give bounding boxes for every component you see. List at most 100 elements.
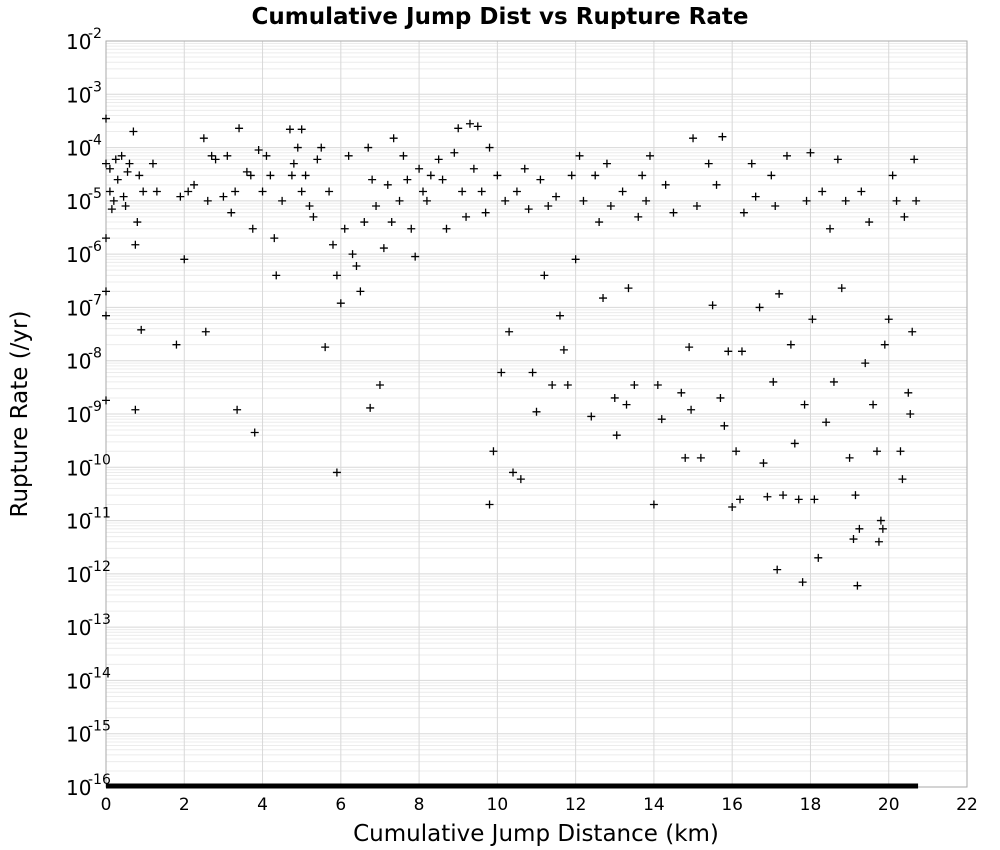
data-point (874, 537, 883, 546)
data-point (133, 218, 142, 227)
data-point (328, 240, 337, 249)
data-point (340, 224, 349, 233)
data-point (201, 327, 210, 336)
data-point (389, 134, 398, 143)
data-point (364, 143, 373, 152)
data-point (540, 271, 549, 280)
data-point (669, 208, 678, 217)
data-point (254, 146, 263, 155)
data-point (782, 151, 791, 160)
data-point (477, 187, 486, 196)
y-axis-label: Rupture Rate (/yr) (7, 311, 33, 518)
data-point (285, 125, 294, 134)
data-point (575, 151, 584, 160)
data-point (289, 159, 298, 168)
data-point (910, 155, 919, 164)
y-tick-base: 10 (66, 456, 91, 480)
data-point (199, 134, 208, 143)
x-tick-label: 18 (800, 795, 822, 815)
data-point (442, 224, 451, 233)
data-point (419, 187, 428, 196)
data-point (102, 311, 110, 320)
data-point (131, 405, 140, 414)
data-point (438, 175, 447, 184)
y-tick-base: 10 (66, 190, 91, 214)
y-tick-base: 10 (66, 30, 91, 54)
data-point (855, 524, 864, 533)
data-point (876, 516, 885, 525)
data-point (898, 475, 907, 484)
data-point (297, 187, 306, 196)
x-tick-label: 10 (487, 795, 509, 815)
data-point (272, 271, 281, 280)
data-point (176, 192, 185, 201)
data-point (769, 377, 778, 386)
data-point (536, 175, 545, 184)
y-tick-label: 10-2 (66, 26, 102, 54)
data-point (728, 502, 737, 511)
data-point (434, 155, 443, 164)
data-point (348, 250, 357, 259)
data-point (720, 421, 729, 430)
chart-title: Cumulative Jump Dist vs Rupture Rate (252, 4, 749, 30)
data-point (865, 218, 874, 227)
data-point (779, 491, 788, 500)
data-point (771, 202, 780, 211)
data-point (653, 381, 662, 390)
data-point (892, 196, 901, 205)
y-tick-label: 10-6 (66, 239, 102, 267)
x-tick-label: 2 (179, 795, 190, 815)
data-point (211, 155, 220, 164)
data-point (606, 202, 615, 211)
data-point (912, 196, 921, 205)
y-tick-exponent: -12 (88, 559, 111, 575)
data-point (790, 439, 799, 448)
data-point (102, 287, 110, 296)
data-point (135, 171, 144, 180)
data-point (520, 164, 529, 173)
data-point (798, 578, 807, 587)
data-point (107, 205, 116, 214)
data-point (344, 151, 353, 160)
y-tick-exponent: -8 (88, 346, 102, 362)
data-point (102, 159, 110, 168)
data-point (190, 180, 199, 189)
data-point (800, 400, 809, 409)
x-tick-label: 14 (643, 795, 665, 815)
data-point (826, 224, 835, 233)
data-point (638, 171, 647, 180)
y-axis-ticks: 10-210-310-410-510-610-710-810-910-1010-… (66, 26, 111, 800)
data-point (287, 171, 296, 180)
y-tick-label: 10-10 (66, 452, 111, 480)
data-point (458, 187, 467, 196)
data-point (563, 381, 572, 390)
data-point (587, 412, 596, 421)
data-point (407, 224, 416, 233)
data-point (718, 132, 727, 141)
x-tick-label: 8 (414, 795, 425, 815)
data-point (317, 143, 326, 152)
data-point (372, 202, 381, 211)
y-tick-label: 10-13 (66, 612, 111, 640)
data-point (704, 159, 713, 168)
y-tick-exponent: -6 (88, 239, 102, 255)
y-tick-base: 10 (66, 403, 91, 427)
data-point (125, 159, 134, 168)
y-tick-exponent: -4 (88, 133, 102, 149)
data-point (332, 271, 341, 280)
data-point (248, 224, 257, 233)
y-tick-exponent: -2 (88, 26, 102, 42)
data-point (818, 187, 827, 196)
data-point (696, 453, 705, 462)
data-point (325, 187, 334, 196)
data-point (802, 196, 811, 205)
data-point (366, 403, 375, 412)
y-tick-exponent: -3 (88, 79, 102, 95)
data-point (532, 407, 541, 416)
data-point (109, 196, 118, 205)
data-point (528, 368, 537, 377)
data-point (139, 187, 148, 196)
data-point (849, 535, 858, 544)
y-tick-base: 10 (66, 669, 91, 693)
data-point (645, 151, 654, 160)
